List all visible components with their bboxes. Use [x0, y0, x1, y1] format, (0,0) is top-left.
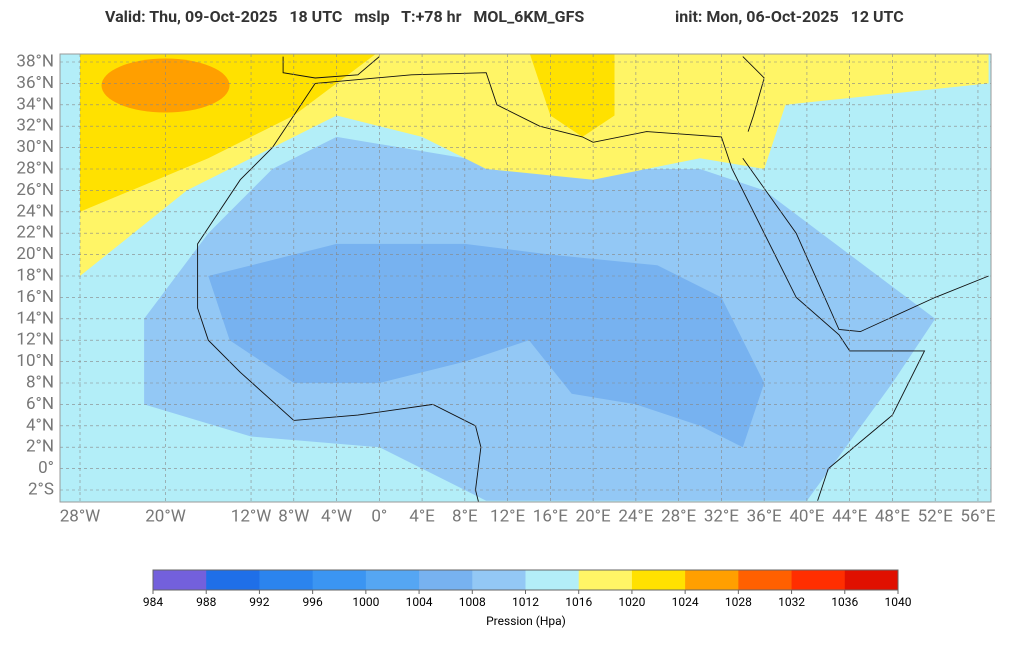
colorbar-swatch	[365, 570, 420, 590]
lat-tick-label: 10°N	[16, 351, 54, 371]
lat-tick-label: 24°N	[16, 201, 54, 221]
lat-tick-label: 16°N	[16, 287, 54, 307]
colorbar-swatch	[153, 570, 207, 590]
colorbar-tick-label: 988	[196, 595, 216, 609]
lat-tick-label: 14°N	[16, 308, 54, 328]
lon-tick-label: 16°E	[533, 506, 568, 526]
colorbar-swatch	[206, 570, 260, 590]
lat-tick-label: 20°N	[16, 244, 54, 264]
colorbar-swatch	[791, 570, 846, 590]
lat-tick-label: 30°N	[16, 137, 54, 157]
colorbar-tick-label: 1032	[778, 595, 805, 609]
lat-tick-label: 6°N	[26, 394, 54, 414]
colorbar-label: Pression (Hpa)	[486, 614, 566, 628]
colorbar-tick-label: 1024	[672, 595, 699, 609]
lon-tick-label: 24°E	[618, 506, 653, 526]
colorbar-swatch	[259, 570, 314, 590]
lat-tick-label: 22°N	[16, 223, 54, 243]
colorbar-tick-label: 984	[143, 595, 163, 609]
lon-tick-label: 8°W	[278, 506, 309, 526]
map-frame	[59, 53, 992, 503]
map	[60, 54, 991, 502]
colorbar-tick-label: 1004	[406, 595, 433, 609]
lon-tick-label: 48°E	[875, 506, 910, 526]
coastline	[282, 56, 380, 79]
colorbar-swatch	[312, 570, 367, 590]
lon-tick-label: 8°E	[452, 506, 478, 526]
lat-tick-label: 38°N	[16, 51, 54, 71]
coastline	[197, 83, 482, 502]
colorbar-swatch	[578, 570, 633, 590]
lat-tick-label: 8°N	[26, 372, 54, 392]
colorbar-swatch	[419, 570, 473, 590]
lon-tick-label: 20°W	[145, 506, 186, 526]
colorbar-tick-label: 1036	[831, 595, 858, 609]
lat-tick-label: 36°N	[16, 73, 54, 93]
lon-tick-label: 0°	[371, 506, 387, 526]
lon-tick-label: 52°E	[918, 506, 953, 526]
title-right: init: Mon, 06-Oct-2025 12 UTC	[675, 7, 904, 26]
lon-tick-label: 12°E	[490, 506, 525, 526]
lon-tick-label: 28°E	[661, 506, 696, 526]
lat-tick-label: 28°N	[16, 158, 54, 178]
lon-tick-label: 44°E	[832, 506, 867, 526]
lat-tick-label: 4°N	[26, 415, 54, 435]
field-1004	[208, 243, 765, 448]
colorbar-swatch	[685, 570, 739, 590]
lon-tick-label: 56°E	[960, 506, 995, 526]
lat-tick-label: 26°N	[16, 180, 54, 200]
lat-tick-label: 12°N	[16, 330, 54, 350]
colorbar-tick-label: 1012	[512, 595, 539, 609]
lon-tick-label: 4°E	[409, 506, 435, 526]
lon-tick-label: 36°E	[747, 506, 782, 526]
colorbar-swatch	[631, 570, 686, 590]
colorbar-tick-label: 1016	[565, 595, 592, 609]
colorbar-tick-label: 1040	[885, 595, 912, 609]
coastline	[742, 56, 765, 132]
colorbar-swatch	[472, 570, 526, 590]
lat-tick-label: 34°N	[16, 94, 54, 114]
colorbar-tick-label: 1000	[352, 595, 379, 609]
field-1016	[80, 54, 989, 276]
lon-tick-label: 28°W	[60, 506, 101, 526]
lat-tick-label: 18°N	[16, 265, 54, 285]
colorbar-tick-label: 996	[303, 595, 323, 609]
lat-tick-label: 0°	[38, 458, 54, 478]
lon-tick-label: 40°E	[789, 506, 824, 526]
colorbar-tick-label: 1028	[725, 595, 752, 609]
colorbar-tick-label: 1008	[459, 595, 486, 609]
colorbar-tick-label: 992	[249, 595, 269, 609]
title-left: Valid: Thu, 09-Oct-2025 18 UTC mslp T:+7…	[105, 7, 584, 26]
lon-tick-label: 4°W	[321, 506, 352, 526]
colorbar-tick-label: 1020	[618, 595, 645, 609]
lat-tick-label: 32°N	[16, 116, 54, 136]
lon-tick-label: 32°E	[704, 506, 739, 526]
lat-tick-label: 2°N	[26, 437, 54, 457]
colorbar-swatch	[525, 570, 580, 590]
lon-tick-label: 20°E	[576, 506, 611, 526]
colorbar-swatch	[844, 570, 899, 590]
colorbar-swatch	[738, 570, 793, 590]
lat-tick-label: 2°S	[28, 479, 54, 499]
lon-tick-label: 12°W	[231, 506, 272, 526]
